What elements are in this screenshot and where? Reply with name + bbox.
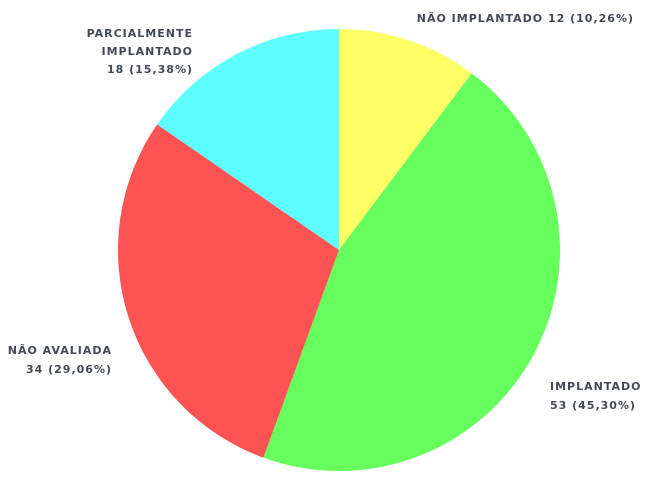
pie-slices xyxy=(118,28,560,471)
pie-slice-parcialmente-implantado xyxy=(157,28,339,250)
pie-slice-implantado xyxy=(263,73,560,471)
label-nao-avaliada-value: 34 (29,06%) xyxy=(26,363,112,376)
label-implantado-value: 53 (45,30%) xyxy=(550,399,636,412)
label-parcial-line1: PARCIALMENTE xyxy=(87,27,193,40)
label-parcial-line2: IMPLANTADO xyxy=(102,45,193,58)
label-nao-avaliada-name: NÃO AVALIADA xyxy=(8,344,112,357)
label-implantado-name: IMPLANTADO xyxy=(550,380,641,393)
label-parcial-value: 18 (15,38%) xyxy=(107,63,193,76)
label-nao-implantado: NÃO IMPLANTADO 12 (10,26%) xyxy=(417,12,634,25)
pie-slice-n-o-implantado xyxy=(339,29,472,250)
pie-slice-n-o-avaliada xyxy=(118,124,339,458)
